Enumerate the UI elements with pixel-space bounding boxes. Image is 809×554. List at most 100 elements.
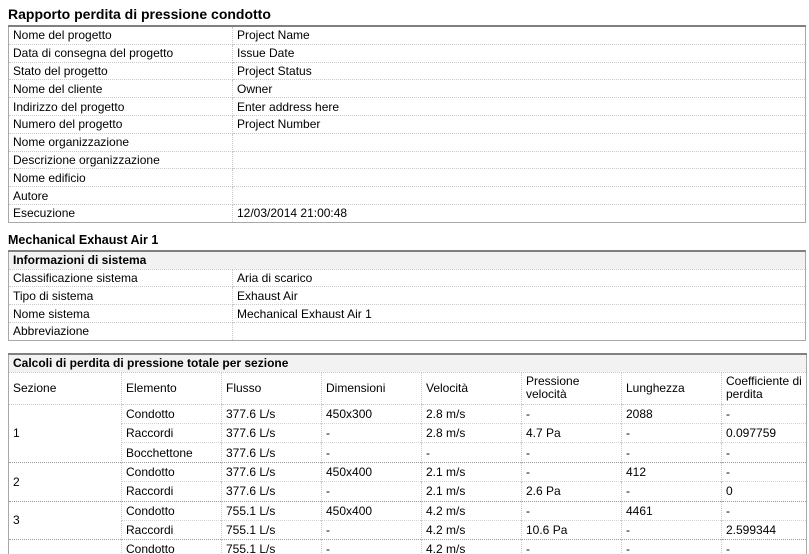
calc-cell: 2.1 m/s bbox=[421, 461, 522, 482]
calc-cell: 377.6 L/s bbox=[221, 461, 322, 482]
calc-table: Calcoli di perdita di pressione totale p… bbox=[7, 352, 808, 554]
calc-cell: - bbox=[720, 403, 807, 424]
project-info-value: Enter address here bbox=[232, 97, 806, 116]
calc-section-id: 2 bbox=[8, 461, 122, 501]
calc-header-row: Calcoli di perdita di pressione totale p… bbox=[7, 353, 807, 373]
system-info-table: Informazioni di sistema Classificazione … bbox=[8, 249, 806, 341]
calc-cell: - bbox=[521, 539, 622, 554]
calc-col-header: Sezione bbox=[8, 372, 122, 405]
calc-table-row: Raccordi 755.1 L/s -4.2 m/s 10.6 Pa -2.59934… bbox=[9, 519, 807, 540]
system-info-label: Abbreviazione bbox=[8, 322, 233, 341]
project-info-value bbox=[232, 168, 806, 188]
calc-cell: 0 bbox=[720, 481, 807, 501]
calc-cell: 0.097759 bbox=[720, 422, 807, 443]
system-info-row: Tipo di sistema Exhaust Air bbox=[8, 286, 806, 306]
project-info-label: Nome organizzazione bbox=[8, 133, 233, 152]
project-info-row: Indirizzo del progetto Enter address here bbox=[8, 97, 806, 116]
calc-cell: Condotto bbox=[121, 403, 222, 424]
calc-cell: - bbox=[321, 481, 422, 501]
project-info-label: Descrizione organizzazione bbox=[8, 151, 233, 170]
calc-cell: 2.8 m/s bbox=[421, 403, 522, 424]
calc-table-row: Raccordi 377.6 L/s -2.1 m/s 2.6 Pa -0 bbox=[9, 481, 807, 501]
calc-cell: 377.6 L/s bbox=[221, 403, 322, 424]
system-info-value: Mechanical Exhaust Air 1 bbox=[232, 304, 806, 323]
project-info-row: Esecuzione 12/03/2014 21:00:48 bbox=[8, 204, 806, 223]
calc-cell: - bbox=[521, 500, 622, 521]
calc-table-row: 2 Condotto 377.6 L/s 450x400 2.1 m/s -412- bbox=[8, 461, 807, 501]
calc-table-row: Condotto 755.1 L/s -4.2 m/s - - - bbox=[8, 539, 807, 554]
calc-col-header: Dimensioni bbox=[321, 372, 422, 405]
project-info-row: Nome del progetto Project Name bbox=[8, 26, 806, 45]
calc-cell: - bbox=[521, 403, 622, 424]
calc-cell: - bbox=[321, 539, 422, 554]
calc-cell: - bbox=[621, 422, 722, 443]
calc-cell: 755.1 L/s bbox=[221, 519, 322, 540]
project-info-row: Data di consegna del progetto Issue Date bbox=[8, 44, 806, 63]
project-info-value bbox=[232, 151, 806, 170]
calc-col-header: Elemento bbox=[121, 372, 222, 405]
calc-cell: - bbox=[720, 539, 807, 554]
calc-cell: - bbox=[720, 442, 807, 463]
project-info-row: Autore bbox=[8, 186, 806, 205]
calc-cell: 10.6 Pa bbox=[521, 519, 622, 540]
system-info-header: Informazioni di sistema bbox=[8, 250, 806, 270]
project-info-value: Issue Date bbox=[232, 44, 806, 63]
calc-table-row: Bocchettone 377.6 L/s - - - - - bbox=[9, 442, 807, 463]
calc-table-row: Raccordi 377.6 L/s -2.8 m/s 4.7 Pa -0.097759 bbox=[9, 422, 807, 443]
calc-section-id bbox=[8, 539, 122, 554]
calc-cell: 2.6 Pa bbox=[521, 481, 622, 501]
project-info-value: Project Status bbox=[232, 62, 806, 81]
calc-cell: - bbox=[621, 539, 722, 554]
project-info-row: Numero del progetto Project Number bbox=[8, 115, 806, 134]
calc-col-header: Flusso bbox=[221, 372, 322, 405]
calc-cell: - bbox=[521, 442, 622, 463]
calc-col-header: Lunghezza bbox=[621, 372, 722, 405]
calc-cell: - bbox=[321, 422, 422, 443]
calc-cell: 755.1 L/s bbox=[221, 539, 322, 554]
project-info-label: Indirizzo del progetto bbox=[8, 97, 233, 116]
calc-cell: - bbox=[421, 442, 522, 463]
calc-cell: 377.6 L/s bbox=[221, 481, 322, 501]
calc-column-header-row: Sezione Elemento Flusso Dimensioni Velocità P… bbox=[8, 372, 807, 405]
calc-cell: - bbox=[621, 481, 722, 501]
calc-table-row: 1 Condotto 377.6 L/s 450x300 2.8 m/s -2088- bbox=[8, 403, 807, 463]
calc-cell: Raccordi bbox=[121, 422, 222, 443]
project-info-label: Data di consegna del progetto bbox=[8, 44, 233, 63]
calc-cell: 4461 bbox=[621, 500, 722, 521]
calc-table-row: 3 Condotto 755.1 L/s 450x400 4.2 m/s -4461- bbox=[8, 500, 807, 540]
project-info-value bbox=[232, 186, 806, 205]
calc-cell: - bbox=[521, 461, 622, 482]
calc-cell: 4.7 Pa bbox=[521, 422, 622, 443]
calc-cell: - bbox=[621, 442, 722, 463]
project-info-label: Nome del progetto bbox=[8, 26, 233, 45]
calc-col-header: Coefficiente di perdita bbox=[720, 372, 807, 405]
calc-cell: 4.2 m/s bbox=[421, 519, 522, 540]
calc-cell: Condotto bbox=[121, 461, 222, 482]
project-info-label: Numero del progetto bbox=[8, 115, 233, 134]
project-info-label: Nome edificio bbox=[8, 168, 233, 188]
project-info-label: Autore bbox=[8, 186, 233, 205]
calc-col-header: Velocità bbox=[421, 372, 522, 405]
calc-cell: 450x400 bbox=[321, 500, 422, 521]
calc-cell: 2.8 m/s bbox=[421, 422, 522, 443]
calc-cell: Condotto bbox=[121, 500, 222, 521]
system-info-header-row: Informazioni di sistema bbox=[8, 250, 806, 270]
calc-cell: 412 bbox=[621, 461, 722, 482]
system-info-row: Classificazione sistema Aria di scarico bbox=[8, 269, 806, 288]
calc-cell: 755.1 L/s bbox=[221, 500, 322, 521]
system-info-row: Abbreviazione bbox=[8, 322, 806, 341]
project-info-row: Stato del progetto Project Status bbox=[8, 62, 806, 81]
calc-cell: 4.2 m/s bbox=[421, 539, 522, 554]
project-info-row: Nome del cliente Owner bbox=[8, 79, 806, 99]
system-info-value: Aria di scarico bbox=[232, 269, 806, 288]
project-info-value: Owner bbox=[232, 79, 806, 99]
system-info-label: Tipo di sistema bbox=[8, 286, 233, 306]
calc-cell: 377.6 L/s bbox=[221, 422, 322, 443]
calc-cell: - bbox=[720, 461, 807, 482]
report-title: Rapporto perdita di pressione condotto bbox=[8, 6, 271, 22]
calc-cell: Condotto bbox=[121, 539, 222, 554]
system-heading: Mechanical Exhaust Air 1 bbox=[8, 232, 159, 247]
project-info-value bbox=[232, 133, 806, 152]
calc-cell: 2.1 m/s bbox=[421, 481, 522, 501]
